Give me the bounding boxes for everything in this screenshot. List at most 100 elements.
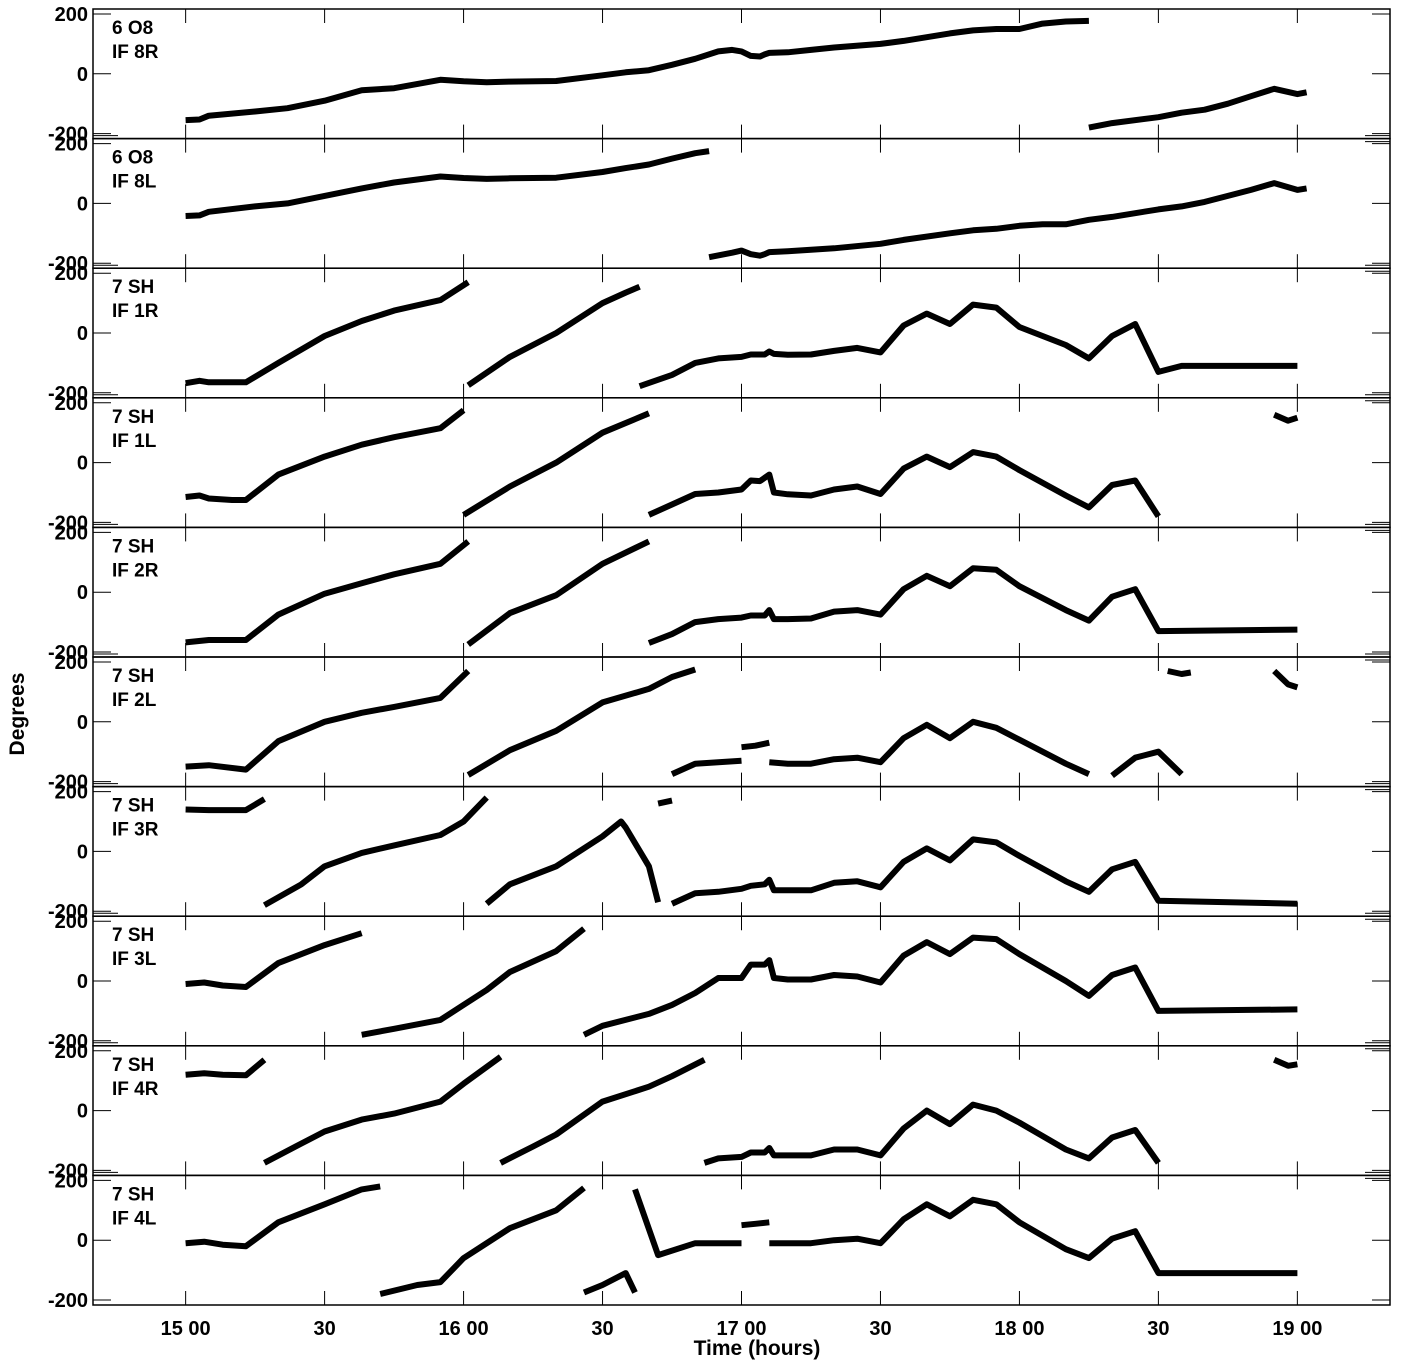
y-tick-label: 0: [77, 582, 88, 604]
y-tick-label: 0: [77, 64, 88, 86]
phase-series-segment: [670, 836, 1298, 907]
phase-series-segment: [1088, 85, 1308, 131]
y-tick-label: -200: [48, 1290, 88, 1312]
x-tick-label: 18 00: [994, 1318, 1044, 1340]
panel-label-if: IF 2L: [112, 690, 157, 711]
phase-series-segment: [769, 1196, 1298, 1277]
panel-5: 200 0 -200 7 SH IF 2R: [48, 522, 1391, 664]
panel-label-source: 7 SH: [112, 1055, 154, 1076]
panel-frame: [92, 656, 1391, 788]
panel-frame: [92, 8, 1391, 140]
phase-series-segment: [185, 148, 710, 219]
y-tick-label: -200: [48, 512, 88, 534]
phase-series-segment: [741, 1219, 770, 1229]
x-axis: 15 00 30 16 00 30 17 00 30 18 00 30 19 00: [161, 1318, 1323, 1340]
phase-series-segment: [185, 668, 471, 773]
phase-series-segment: [582, 1270, 638, 1296]
panel-label-source: 7 SH: [112, 277, 154, 298]
phase-series-segment: [499, 1057, 706, 1166]
x-tick-label: 30: [313, 1318, 335, 1340]
x-axis-title: Time (hours): [694, 1337, 821, 1360]
y-tick-label: 0: [77, 323, 88, 345]
panel-frame: [92, 526, 1391, 658]
panel-label-if: IF 8R: [112, 42, 159, 63]
phase-series-segment: [185, 279, 470, 387]
panel-7: 200 0 -200 7 SH IF 3R: [48, 782, 1391, 923]
y-tick-label: 0: [77, 971, 88, 993]
panels-group: 200 0 -200 6 O8 IF 8R 200 0 -200 6 O8 IF 8L 200 0 -2…: [48, 4, 1391, 1312]
phase-series-segment: [670, 757, 742, 777]
x-tick-label: 17 00: [716, 1318, 766, 1340]
x-tick-label: 19 00: [1272, 1318, 1322, 1340]
x-tick-label: 30: [591, 1318, 613, 1340]
panel-label-if: IF 3L: [112, 949, 157, 970]
panel-frame: [92, 267, 1391, 399]
panel-frame: [92, 397, 1391, 529]
phase-series-segment: [647, 449, 1161, 519]
y-tick-label: 200: [55, 1170, 88, 1192]
phase-series-segment: [466, 283, 641, 388]
y-tick-label: -200: [48, 901, 88, 923]
panel-label-if: IF 1L: [112, 431, 157, 452]
phase-series-segment: [185, 1057, 267, 1079]
phase-series-segment: [185, 796, 266, 814]
phase-series-segment: [185, 17, 1089, 124]
y-tick-label: -200: [48, 1031, 88, 1053]
phase-series-segment: [185, 930, 363, 990]
y-tick-label: 0: [77, 1101, 88, 1123]
y-tick-label: 200: [55, 782, 88, 804]
phase-series-segment: [703, 1101, 1161, 1166]
panel-label-source: 7 SH: [112, 796, 154, 817]
y-tick-label: 200: [55, 263, 88, 285]
y-tick-label: -200: [48, 642, 88, 664]
y-tick-label: 200: [55, 134, 88, 156]
x-tick-label: 15 00: [161, 1318, 211, 1340]
panel-label-source: 7 SH: [112, 1184, 154, 1205]
panel-3: 200 0 -200 7 SH IF 1R: [48, 263, 1391, 405]
phase-series-segment: [185, 1183, 381, 1250]
y-tick-label: 200: [55, 652, 88, 674]
x-tick-label: 30: [869, 1318, 891, 1340]
panel-frame: [92, 785, 1391, 917]
phase-series-segment: [262, 795, 489, 908]
y-tick-label: 0: [77, 1230, 88, 1252]
y-tick-label: -200: [48, 253, 88, 275]
panel-label-source: 7 SH: [112, 407, 154, 428]
phase-series-segment: [741, 739, 770, 751]
panel-2: 200 0 -200 6 O8 IF 8L: [48, 134, 1391, 275]
panel-label-source: 7 SH: [112, 666, 154, 687]
phase-series-segment: [185, 407, 466, 503]
y-tick-label: 200: [55, 4, 88, 26]
phase-series-segment: [638, 301, 1298, 390]
phase-series-segment: [1273, 1057, 1298, 1069]
phase-series-segment: [466, 666, 697, 778]
panel-4: 200 0 -200 7 SH IF 1L: [48, 393, 1391, 534]
panel-label-if: IF 2R: [112, 560, 159, 581]
panel-1: 200 0 -200 6 O8 IF 8R: [48, 4, 1391, 146]
phase-series-segment: [1167, 668, 1192, 677]
y-tick-label: 0: [77, 193, 88, 215]
phase-series-segment: [185, 539, 471, 646]
panel-label-if: IF 4L: [112, 1208, 157, 1229]
y-tick-label: 200: [55, 1041, 88, 1063]
panel-label-source: 6 O8: [112, 18, 153, 39]
y-tick-label: 200: [55, 522, 88, 544]
phase-series-segment: [379, 1185, 586, 1297]
phase-series-segment: [769, 718, 1091, 777]
y-tick-label: 200: [55, 393, 88, 415]
y-tick-label: 0: [77, 712, 88, 734]
phase-series-segment: [708, 180, 1308, 261]
phase-series-segment: [632, 1188, 742, 1259]
phase-series-segment: [466, 538, 651, 647]
panel-label-source: 6 O8: [112, 148, 153, 169]
y-tick-label: -200: [48, 772, 88, 794]
y-tick-label: -200: [48, 1160, 88, 1182]
phase-series-segment: [1273, 412, 1299, 424]
phase-series-segment: [1110, 748, 1184, 778]
phase-series-segment: [361, 926, 586, 1038]
phase-series-segment: [462, 410, 651, 518]
panel-10: 200 0 -200 7 SH IF 4L: [48, 1170, 1391, 1312]
panel-label-if: IF 3R: [112, 820, 159, 841]
y-tick-label: -200: [48, 124, 88, 146]
